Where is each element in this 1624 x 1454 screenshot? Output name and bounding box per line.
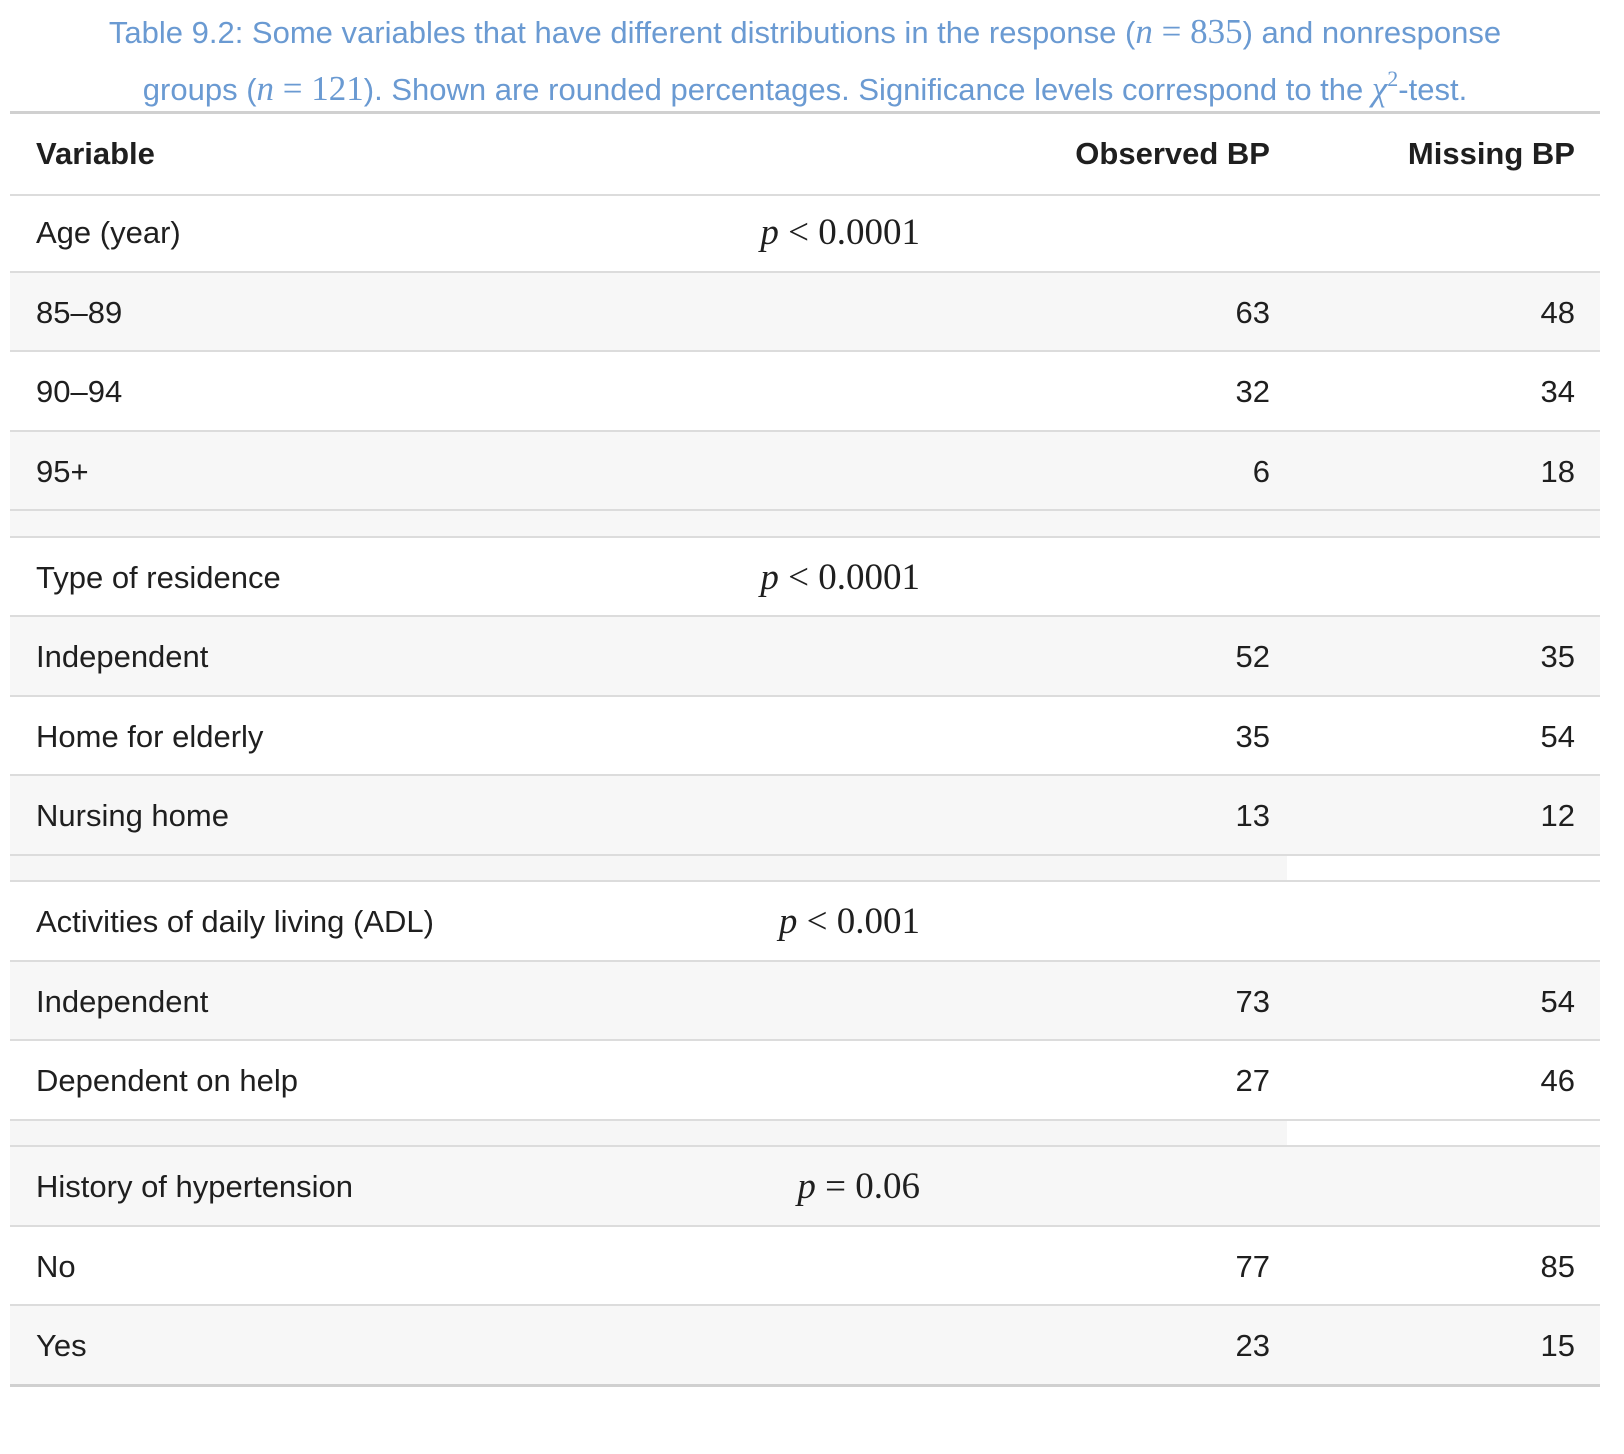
observed-bp-value: 52 (1235, 639, 1270, 674)
row-label: Home for elderly (36, 718, 264, 754)
missing-bp-value: 54 (1540, 718, 1575, 754)
caption-text: -test. (1398, 72, 1468, 107)
observed-bp-value: 13 (1235, 798, 1270, 833)
table-row: Independent 73 54 (10, 961, 1600, 1041)
row-label: No (36, 1248, 76, 1284)
missing-bp-value: 35 (1540, 639, 1575, 674)
header-observed-bp: Observed BP (1075, 136, 1270, 171)
p-value: p < 0.0001 (760, 193, 920, 273)
caption-text: ). Shown are rounded percentages. Signif… (363, 72, 1372, 107)
table-header-row: Variable Observed BP Missing BP (10, 114, 1600, 196)
missing-bp-value: 15 (1540, 1328, 1575, 1363)
observed-bp-value: 6 (1252, 453, 1270, 489)
p-symbol: p (760, 212, 779, 253)
observed-bp-value: 27 (1235, 1063, 1270, 1098)
math-value: = 121 (274, 69, 364, 108)
row-label: Yes (36, 1328, 87, 1363)
math-value: = 835 (1152, 12, 1243, 51)
math-variable: n (256, 69, 275, 108)
math-variable: n (1135, 12, 1153, 51)
group-label: History of hypertension (36, 1169, 354, 1204)
table-row: Nursing home 13 12 (10, 776, 1600, 856)
group-spacer (10, 855, 1600, 882)
table-top-rule (10, 111, 1600, 114)
caption-text: ) and nonresponse (1242, 15, 1502, 50)
p-value: p < 0.0001 (760, 538, 920, 618)
header-variable: Variable (36, 136, 155, 171)
row-label: 90–94 (36, 374, 123, 409)
caption-math-n-response: n = 835 (1135, 12, 1242, 51)
group-row: Activities of daily living (ADL) p < 0.00… (10, 882, 1600, 962)
row-label: Dependent on help (36, 1063, 299, 1098)
table-bottom-rule (10, 1383, 1600, 1387)
observed-bp-value: 77 (1235, 1248, 1270, 1284)
row-label: 95+ (36, 453, 89, 489)
missing-bp-value: 85 (1540, 1248, 1575, 1284)
row-label: Nursing home (36, 798, 229, 833)
table-row: 95+ 6 18 (10, 431, 1600, 511)
observed-bp-value: 32 (1235, 374, 1270, 409)
group-row: History of hypertension p = 0.06 (10, 1147, 1600, 1227)
group-label: Age (year) (36, 215, 181, 250)
table-row: Independent 52 35 (10, 617, 1600, 697)
table-row: Dependent on help 27 46 (10, 1041, 1600, 1121)
row-label: Independent (36, 639, 209, 674)
table-row: 90–94 32 34 (10, 352, 1600, 432)
group-row: Age (year) p < 0.0001 (10, 193, 1600, 273)
observed-bp-value: 63 (1235, 294, 1270, 330)
caption-text: Table 9.2: Some variables that have diff… (108, 15, 1136, 50)
group-spacer (10, 1120, 1600, 1147)
p-value: p = 0.06 (797, 1147, 920, 1227)
group-label: Activities of daily living (ADL) (36, 904, 434, 939)
caption-text: groups ( (142, 72, 257, 107)
missing-bp-value: 54 (1540, 983, 1575, 1019)
header-missing-bp: Missing BP (1407, 136, 1575, 171)
p-symbol: p (797, 1166, 816, 1207)
p-symbol: p (778, 901, 798, 942)
caption-line-1: Table 9.2: Some variables that have diff… (10, 4, 1600, 61)
p-symbol: p (760, 556, 779, 598)
row-label: 85–89 (36, 294, 123, 330)
observed-bp-value: 35 (1235, 718, 1270, 754)
group-label: Type of residence (36, 559, 281, 595)
table-row: Home for elderly 35 54 (10, 697, 1600, 776)
group-spacer (10, 511, 1600, 538)
observed-bp-value: 73 (1235, 983, 1270, 1019)
p-comparison: < 0.0001 (778, 556, 920, 598)
table-row: No 77 85 (10, 1227, 1600, 1306)
p-comparison: < 0.0001 (778, 212, 920, 253)
table-caption: Table 9.2: Some variables that have diff… (10, 4, 1600, 118)
p-value: p < 0.001 (779, 882, 920, 962)
table-row: Yes 23 15 (10, 1306, 1600, 1386)
p-comparison: < 0.001 (797, 901, 920, 942)
caption-math-n-nonresponse: n = 121 (257, 69, 364, 108)
missing-bp-value: 46 (1540, 1063, 1575, 1098)
missing-bp-value: 48 (1540, 294, 1575, 330)
caption-line-2: groups (n = 121). Shown are rounded perc… (10, 61, 1600, 118)
math-chi: χ (1371, 69, 1388, 108)
missing-bp-value: 12 (1540, 798, 1575, 833)
math-superscript: 2 (1387, 66, 1399, 91)
missing-bp-value: 18 (1540, 453, 1575, 489)
missing-bp-value: 34 (1540, 374, 1575, 409)
group-row: Type of residence p < 0.0001 (10, 538, 1600, 618)
p-comparison: = 0.06 (815, 1166, 920, 1207)
observed-bp-value: 23 (1235, 1328, 1270, 1363)
row-label: Independent (36, 983, 209, 1019)
caption-math-chi-squared: χ2 (1371, 66, 1399, 109)
table-row: 85–89 63 48 (10, 272, 1600, 352)
